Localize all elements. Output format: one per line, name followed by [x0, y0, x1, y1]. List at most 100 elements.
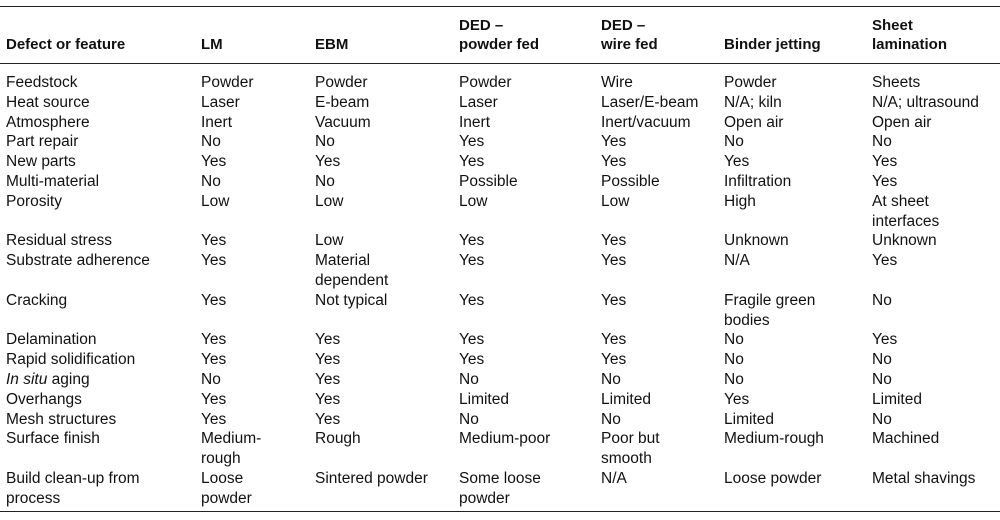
table-cell: Yes [459, 232, 485, 250]
row-label: Heat source [6, 93, 90, 111]
table-cell: Powder [315, 74, 368, 91]
table-cell: Yes [315, 370, 341, 388]
table-cell: Laser [201, 93, 240, 111]
table-cell: Yes [601, 232, 627, 250]
table-row: Feedstock Powder Powder Powder Wire Powder She… [0, 64, 1000, 93]
table-cell: Yes [872, 252, 898, 270]
table-cell: Sheets [872, 74, 921, 91]
table-cell: No [872, 351, 892, 369]
table-cell: N/A; kiln [724, 93, 782, 111]
table-cell: Medium-poor [459, 430, 551, 448]
table-cell: Loose powder [201, 469, 252, 507]
table-cell: No [201, 133, 221, 151]
table-cell: Powder [459, 74, 512, 91]
table-cell: No [724, 351, 744, 369]
table-cell: N/A [601, 469, 627, 487]
table-cell: Low [315, 192, 344, 210]
table-cell: Yes [201, 153, 227, 171]
row-label: Residual stress [6, 232, 112, 250]
table-cell: Metal shavings [872, 469, 976, 487]
table-cell: Machined [872, 430, 940, 448]
table-cell: Medium- rough [201, 430, 262, 468]
table-cell: Medium-rough [724, 430, 824, 448]
table-cell: Limited [601, 390, 651, 408]
row-label: Atmosphere [6, 113, 90, 131]
table-cell: Yes [201, 351, 227, 369]
table-cell: High [724, 192, 756, 210]
table-cell: Sintered powder [315, 469, 428, 487]
table-cell: Yes [315, 351, 341, 369]
table-cell: Yes [601, 291, 627, 309]
table-cell: Powder [724, 74, 777, 91]
table-cell: Inert/vacuum [601, 113, 691, 131]
table-cell: Yes [601, 133, 627, 151]
table-cell: Limited [459, 390, 509, 408]
table-cell: No [459, 410, 479, 428]
table-cell: Yes [601, 252, 627, 270]
table-cell: Yes [459, 291, 485, 309]
row-label: Substrate adherence [6, 252, 150, 270]
table-cell: Not typical [315, 291, 388, 309]
header-row: Defect or feature LM EBM DED – powder fe… [0, 6, 1000, 64]
table-cell: Laser/E-beam [601, 93, 699, 111]
table-cell: No [872, 133, 892, 151]
row-label: Multi-material [6, 172, 100, 190]
row-label: Delamination [6, 331, 97, 349]
table-cell: No [872, 410, 892, 428]
table-cell: Poor but smooth [601, 430, 660, 468]
row-label: Feedstock [6, 74, 78, 91]
table-cell: Vacuum [315, 113, 371, 131]
column-header-ded-powder: DED – powder fed [459, 17, 540, 53]
table-cell: Yes [459, 153, 485, 171]
row-label: Overhangs [6, 390, 82, 408]
table-cell: No [872, 291, 892, 309]
table-cell: Inert [201, 113, 233, 131]
row-label: Rapid solidification [6, 351, 136, 369]
row-label-italic: In situ [6, 370, 48, 388]
table-cell: Possible [601, 172, 660, 190]
table-row: Porosity Low Low Low Low High At sheet interfa… [0, 192, 1000, 232]
table-cell: Yes [315, 390, 341, 408]
table-cell: Low [315, 232, 344, 250]
table-cell: No [601, 370, 621, 388]
table-cell: Yes [459, 331, 485, 349]
table-cell: Open air [724, 113, 784, 131]
table-cell: Rough [315, 430, 361, 448]
column-header-ebm: EBM [315, 36, 349, 53]
table-cell: Yes [201, 410, 227, 428]
table-cell: Yes [201, 252, 227, 270]
row-label: Cracking [6, 291, 68, 309]
table-body: Feedstock Powder Powder Powder Wire Powder She… [0, 64, 1000, 512]
table-cell: Yes [601, 351, 627, 369]
table-cell: Yes [459, 351, 485, 369]
table-cell: Limited [724, 410, 774, 428]
table-cell: Yes [872, 153, 898, 171]
table-row: Heat source Laser E-beam Laser Laser/E-beam N… [0, 93, 1000, 113]
table-cell: Yes [872, 331, 898, 349]
table-cell: No [315, 172, 335, 190]
table-cell: Yes [315, 331, 341, 349]
table-cell: E-beam [315, 93, 370, 111]
table-cell: Low [201, 192, 230, 210]
table-row: In situ aging No Yes No No No No [0, 370, 1000, 390]
table-cell: Powder [201, 74, 254, 91]
table-row: Multi-material No No Possible Possible Infilt… [0, 172, 1000, 192]
table-row: Mesh structures Yes Yes No No Limited No [0, 410, 1000, 430]
table-row: Atmosphere Inert Vacuum Inert Inert/vacuum Op… [0, 113, 1000, 133]
table-cell: Yes [459, 133, 485, 151]
table-row: Residual stress Yes Low Yes Yes Unknown Unknow… [0, 231, 1000, 251]
comparison-table: Defect or feature LM EBM DED – powder fe… [0, 6, 1000, 512]
table-cell: Yes [201, 291, 227, 309]
table-row: Overhangs Yes Yes Limited Limited Yes Limited [0, 390, 1000, 410]
table-cell: Low [459, 192, 488, 210]
table-cell: Yes [601, 153, 627, 171]
table-cell: Material dependent [315, 252, 389, 289]
table-row: Build clean-up from process Loose powder S… [0, 469, 1000, 512]
table-cell: No [459, 370, 479, 388]
table-row: Part repair No No Yes Yes No No [0, 132, 1000, 152]
table-row: Rapid solidification Yes Yes Yes Yes No No [0, 350, 1000, 370]
column-header-ded-wire: DED – wire fed [601, 17, 658, 53]
row-label: In situ aging [0, 370, 195, 390]
table-cell: Infiltration [724, 172, 792, 190]
